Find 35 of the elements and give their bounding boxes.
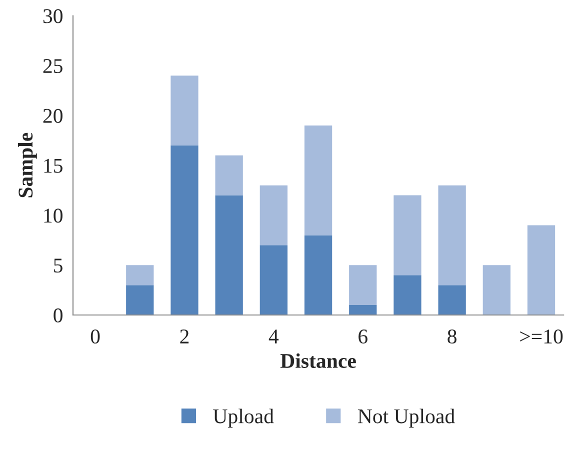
- bar: [260, 245, 288, 315]
- legend-label: Upload: [213, 408, 274, 428]
- bar: [126, 265, 154, 286]
- x-tick-label: >=10: [520, 329, 563, 344]
- x-tick-label: 0: [90, 329, 100, 344]
- bar: [438, 285, 466, 315]
- y-tick-label: 30: [43, 9, 62, 24]
- bar: [170, 76, 198, 146]
- bar: [304, 235, 332, 315]
- x-tick-label: 2: [180, 330, 189, 344]
- bar: [126, 285, 154, 315]
- bar: [482, 265, 510, 315]
- x-tick-label: 4: [268, 330, 279, 344]
- y-tick-label: 20: [43, 108, 62, 123]
- bar: [304, 125, 332, 236]
- bar: [349, 265, 377, 306]
- bar: [394, 275, 422, 315]
- y-axis-title: Sample: [18, 132, 37, 198]
- y-tick-label: 10: [44, 208, 62, 223]
- bar: [438, 185, 466, 286]
- bar: [260, 185, 288, 246]
- y-tick-label: 15: [44, 158, 62, 173]
- legend-label: Not Upload: [358, 408, 455, 428]
- y-tick-label: 5: [54, 258, 62, 273]
- bar: [349, 305, 377, 315]
- bar: [527, 225, 556, 315]
- x-tick-label: 6: [358, 330, 368, 344]
- bar: [215, 195, 243, 315]
- x-tick-label: 8: [448, 329, 456, 344]
- bar: [394, 195, 422, 276]
- bar: [215, 155, 243, 196]
- bar: [170, 145, 198, 315]
- y-tick-label: 0: [54, 308, 62, 322]
- x-axis-title: Distance: [280, 353, 356, 368]
- y-tick-label: 25: [43, 59, 62, 74]
